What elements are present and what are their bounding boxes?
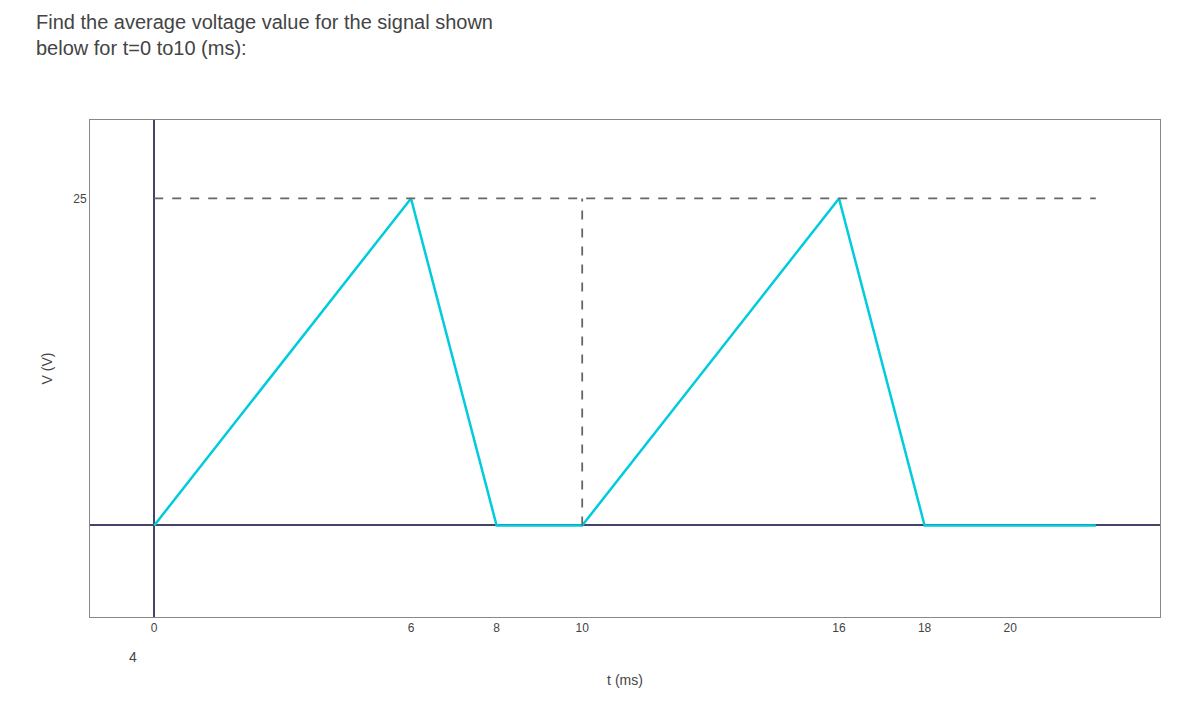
svg-text:20: 20 xyxy=(1004,621,1018,635)
svg-text:0: 0 xyxy=(151,621,158,635)
svg-text:6: 6 xyxy=(408,621,415,635)
svg-text:Find the average voltage value: Find the average voltage value for the s… xyxy=(36,11,493,59)
svg-text:t (ms): t (ms) xyxy=(607,672,643,688)
svg-text:V (V): V (V) xyxy=(39,353,55,385)
svg-text:10: 10 xyxy=(576,621,590,635)
svg-text:4: 4 xyxy=(129,649,137,665)
svg-text:16: 16 xyxy=(832,621,846,635)
svg-text:18: 18 xyxy=(918,621,932,635)
svg-text:8: 8 xyxy=(493,621,500,635)
svg-text:25: 25 xyxy=(73,192,87,206)
